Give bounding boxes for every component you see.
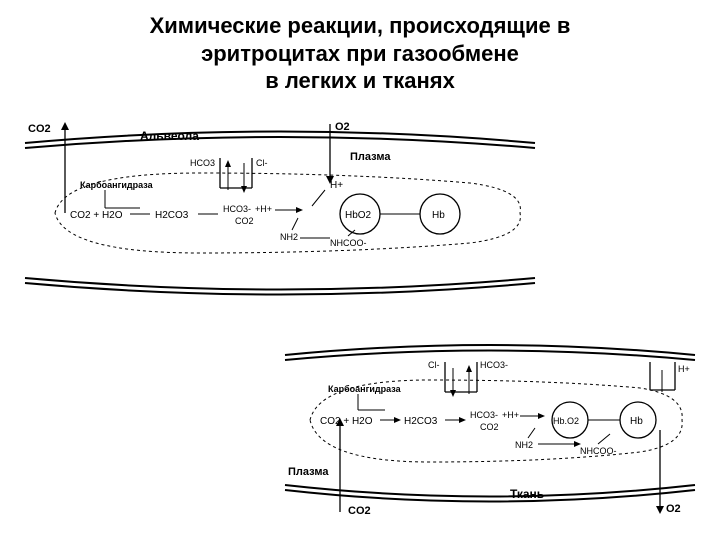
hco3-label-2: HCO3- [480,360,508,370]
plasma-label-2: Плазма [288,466,329,478]
h-plus: H+ [330,180,343,191]
cl-label: Cl- [256,158,268,168]
eq-mid: H2CO3 [155,210,189,221]
eq-r1-2: HCO3- [470,410,498,420]
enzyme-label-2: Карбоангидраза [328,384,402,394]
eq-mid-2: H2CO3 [404,416,438,427]
hbo2-label-2: Hb.O2 [553,416,579,426]
hb-label-2: Hb [630,416,643,427]
eq-h-2: +H+ [502,410,519,420]
title-line-2: эритроцитах при газообмене [0,40,720,68]
hb-label: Hb [432,210,445,221]
co2-in-label: CO2 [348,505,371,517]
cl-label-2: Cl- [428,360,440,370]
h-plus-2: H+ [678,364,690,374]
eq-left: CO2 + H2O [70,210,123,221]
title-line-3: в легких и тканях [0,67,720,95]
hco3-label: HCO3 [190,158,215,168]
o2-out-label: O2 [666,503,681,515]
nhcoo-label: NHCOO- [330,238,367,248]
title-line-1: Химические реакции, происходящие в [0,12,720,40]
eq-r1: HCO3- [223,204,251,214]
o2-in-label: O2 [335,121,350,133]
nh2-label-2: NH2 [515,440,533,450]
plasma-label: Плазма [350,151,391,163]
alveola-svg: CO2 O2 Альвеола Плазма HCO3 Cl- Карбоанг… [20,118,540,308]
eq-co2-2: CO2 [480,422,499,432]
diagram-alveola: CO2 O2 Альвеола Плазма HCO3 Cl- Карбоанг… [20,118,540,313]
nh2-label: NH2 [280,232,298,242]
region-label: Альвеола [140,129,199,143]
enzyme-label: Карбоангидраза [80,180,154,190]
co2-out-label: CO2 [28,123,51,135]
diagram-tissue: Ткань Плазма CO2 O2 Cl- HCO3- Карбоангид… [280,330,700,525]
nhcoo-label-2: NHCOO- [580,446,617,456]
eq-left-2: CO2 + H2O [320,416,373,427]
eq-co2: CO2 [235,216,254,226]
hbo2-label: HbO2 [345,210,372,221]
page-title: Химические реакции, происходящие в эритр… [0,0,720,95]
tissue-svg: Ткань Плазма CO2 O2 Cl- HCO3- Карбоангид… [280,330,700,520]
eq-h: +H+ [255,204,272,214]
region-label-2: Ткань [510,487,544,501]
